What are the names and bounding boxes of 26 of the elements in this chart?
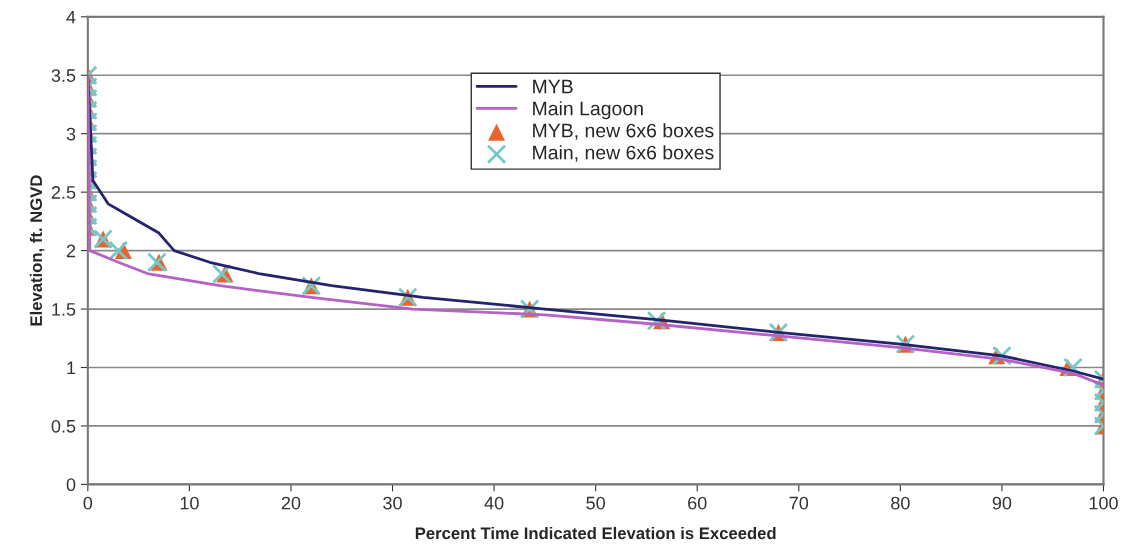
y-tick-label: 1 bbox=[67, 361, 76, 375]
x-tick-label: 60 bbox=[688, 496, 707, 510]
y-axis-title: Elevation, ft. NGVD bbox=[29, 175, 45, 326]
x-tick-label: 40 bbox=[484, 496, 504, 510]
x-tick-label: 100 bbox=[1089, 496, 1118, 510]
x-tick-label: 20 bbox=[281, 496, 301, 510]
y-tick-label: 0.5 bbox=[51, 419, 76, 433]
x-axis-title: Percent Time Indicated Elevation is Exceeded bbox=[415, 526, 776, 540]
x-tick-label: 80 bbox=[891, 496, 910, 510]
y-tick-label: 1.5 bbox=[52, 303, 76, 316]
legend-label: MYB, new 6x6 boxes bbox=[533, 123, 714, 140]
y-tick-label: 2.5 bbox=[51, 186, 76, 199]
x-tick-label: 0 bbox=[83, 496, 93, 510]
legend-label: Main, new 6x6 boxes bbox=[533, 145, 714, 162]
x-tick-label: 10 bbox=[180, 496, 199, 510]
y-tick-label: 4 bbox=[66, 10, 76, 24]
legend-label: MYB bbox=[533, 79, 573, 94]
y-tick-label: 0 bbox=[66, 478, 76, 492]
x-tick-label: 70 bbox=[789, 496, 809, 510]
legend-label: Main Lagoon bbox=[533, 101, 643, 120]
y-tick-label: 2 bbox=[66, 244, 76, 258]
x-tick-label: 30 bbox=[383, 496, 402, 510]
y-tick-label: 3 bbox=[66, 127, 76, 141]
x-tick-label: 50 bbox=[586, 496, 605, 510]
y-tick-label: 3.5 bbox=[51, 69, 76, 82]
x-tick-label: 90 bbox=[992, 496, 1012, 510]
